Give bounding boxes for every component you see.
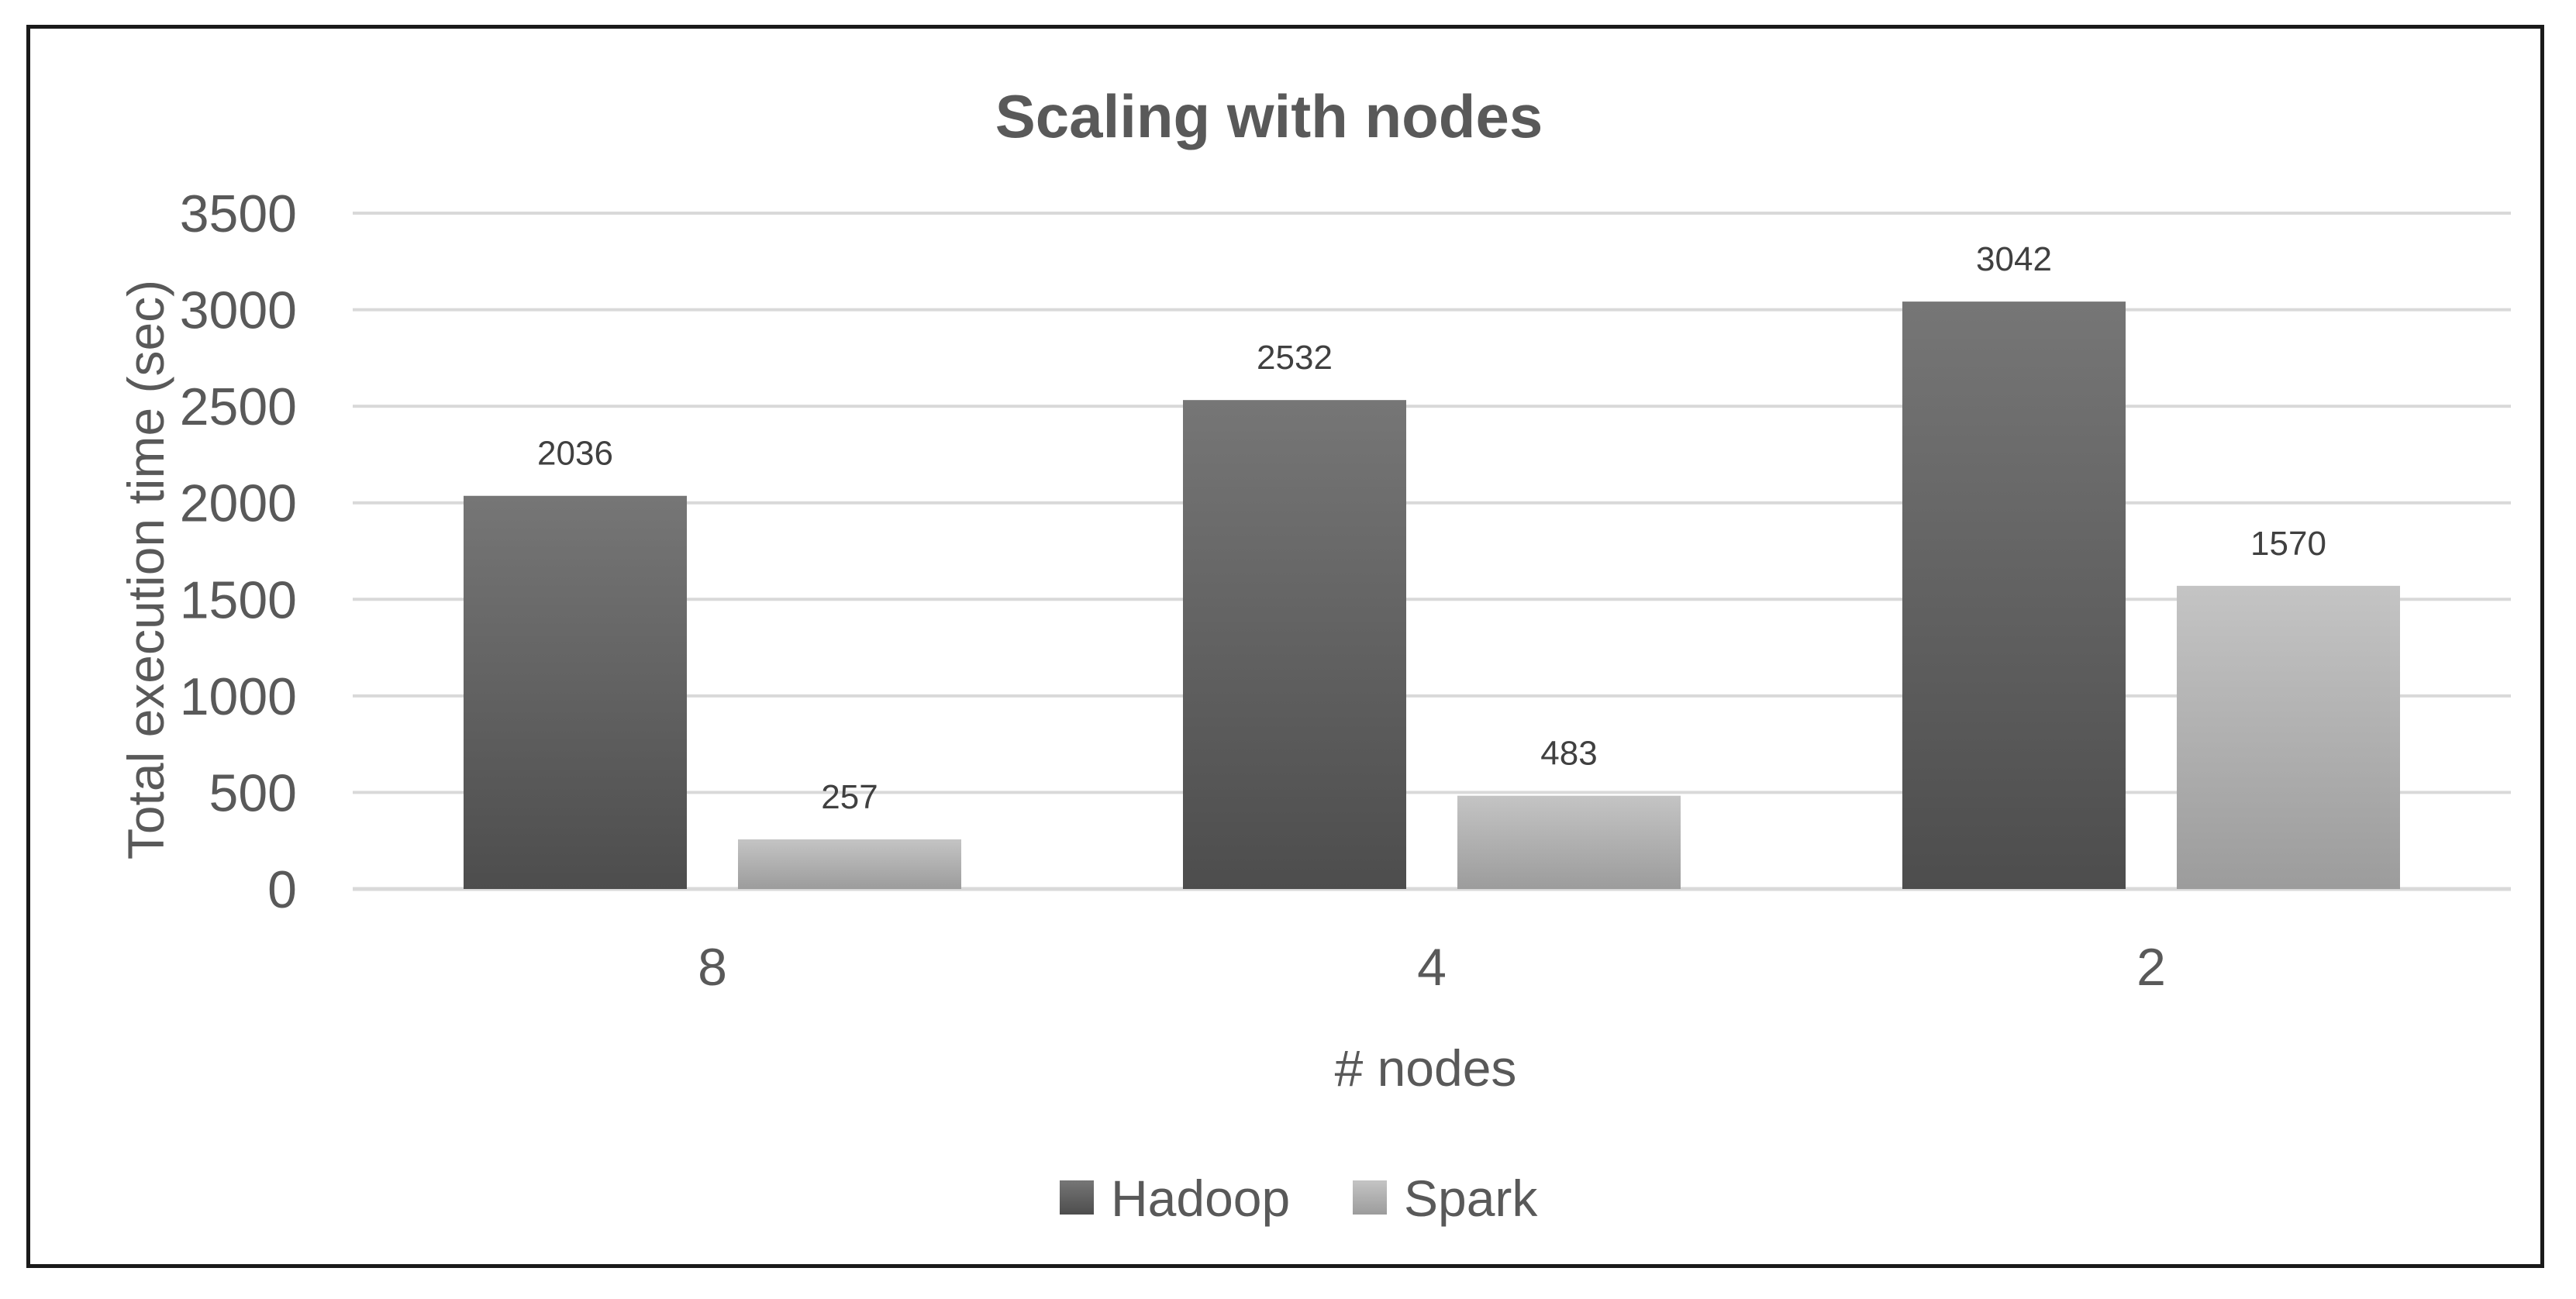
y-tick-label: 3500	[180, 184, 297, 243]
y-tick-label: 0	[267, 860, 297, 919]
x-tick-label: 2	[2136, 938, 2166, 997]
legend: Hadoop Spark	[1060, 1170, 1538, 1227]
data-label-hadoop-8: 2036	[537, 435, 613, 473]
legend-label-spark: Spark	[1404, 1170, 1538, 1227]
y-tick-label: 1500	[180, 570, 297, 629]
legend-label-hadoop: Hadoop	[1111, 1170, 1290, 1227]
bar-spark-4	[1457, 795, 1681, 889]
bar-hadoop-2	[1902, 301, 2126, 889]
data-label-spark-8: 257	[821, 778, 878, 816]
legend-swatch-hadoop	[1060, 1180, 1094, 1215]
y-tick-label: 2500	[180, 377, 297, 436]
y-axis-ticks: 0 500 1000 1500 2000 2500 3000 3500	[180, 184, 297, 919]
bar-hadoop-8	[464, 495, 687, 889]
gridlines	[353, 212, 2511, 891]
x-axis-ticks: 8 4 2	[698, 938, 2166, 997]
legend-swatch-spark	[1353, 1180, 1387, 1215]
chart-title: Scaling with nodes	[995, 82, 1543, 150]
x-tick-label: 4	[1417, 938, 1447, 997]
data-label-hadoop-2: 3042	[1976, 240, 2052, 278]
bars	[464, 301, 2400, 889]
data-labels: 2036 257 2532 483 3042 1570	[537, 240, 2326, 816]
y-tick-label: 2000	[180, 474, 297, 533]
bar-spark-8	[738, 839, 961, 889]
y-tick-label: 500	[209, 763, 297, 822]
x-axis-title: # nodes	[1335, 1039, 1517, 1097]
bar-spark-2	[2177, 585, 2400, 889]
y-tick-label: 3000	[180, 281, 297, 340]
data-label-spark-4: 483	[1540, 735, 1597, 773]
chart-frame: 2036 257 2532 483 3042 1570 0 500 1000 1500 2000 2…	[26, 25, 2544, 1268]
data-label-spark-2: 1570	[2250, 525, 2326, 563]
x-tick-label: 8	[698, 938, 727, 997]
bar-hadoop-4	[1183, 400, 1406, 889]
data-label-hadoop-4: 2532	[1257, 339, 1333, 377]
y-tick-label: 1000	[180, 667, 297, 726]
y-axis-title: Total execution time (sec)	[117, 280, 174, 860]
chart-canvas: 2036 257 2532 483 3042 1570 0 500 1000 1500 2000 2…	[117, 82, 2511, 1227]
